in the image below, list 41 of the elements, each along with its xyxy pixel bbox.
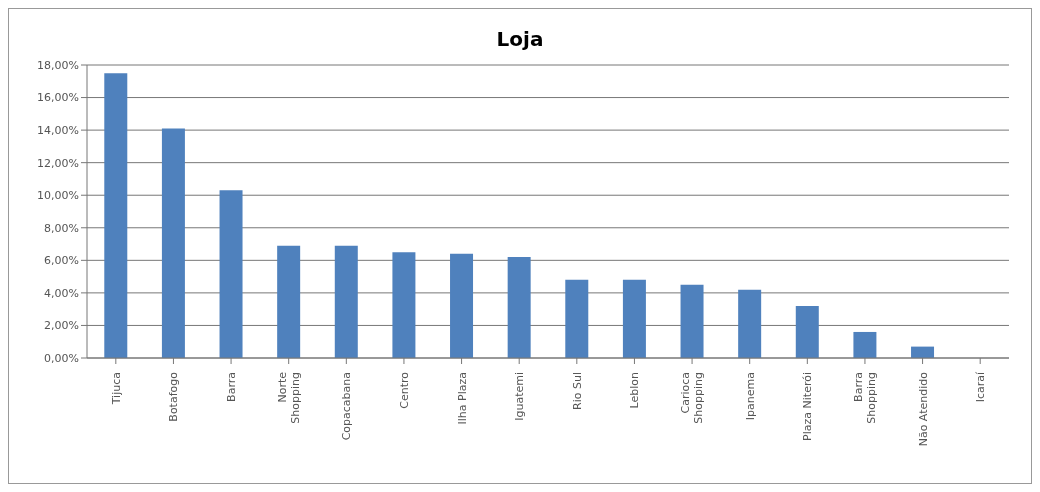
x-tick-label: Norte Shopping [275,371,302,424]
bar [507,257,531,358]
y-tick-label: 8,00% [44,221,79,235]
x-tick-label: Iguatemi [513,372,527,421]
bar [680,284,704,358]
x-tick-label: Rio Sul [570,372,584,410]
y-tick-label: 12,00% [37,156,79,170]
x-tick-label: Copacabana [340,372,354,441]
x-tick-label: Leblon [628,371,642,409]
y-tick-label: 10,00% [37,189,79,203]
x-tick-label: Não Atendido [916,371,930,447]
x-tick-label: Centro [397,371,411,409]
x-tick-label: Plaza Niterói [801,372,815,441]
y-tick-label: 14,00% [37,124,79,138]
bar [104,73,128,358]
y-tick-label: 4,00% [44,286,79,300]
bar [853,331,877,358]
bar [219,190,243,358]
y-tick-label: 16,00% [37,91,79,105]
bar [277,245,301,358]
x-tick-label: Ilha Plaza [455,372,469,425]
bar [334,245,358,358]
x-tick-label: Icaraí [974,371,988,403]
bar [161,128,185,358]
bar [450,253,474,358]
y-tick-label: 2,00% [44,319,79,333]
bar [622,279,646,358]
chart-title: Loja [495,27,545,53]
y-tick-label: 0,00% [44,351,79,365]
x-tick-label: Botafogo [167,371,181,422]
x-tick-label: Tijuca [109,372,123,406]
x-tick-label: Barra Shopping [851,372,878,424]
bar [795,305,819,358]
bar [392,252,416,358]
y-tick-label: 18,00% [37,58,79,72]
x-tick-label: Carioca Shopping [679,372,706,424]
x-tick-label: Ipanema [743,372,757,421]
y-tick-label: 6,00% [44,254,79,268]
bar [738,289,762,358]
x-tick-label: Barra [225,372,239,402]
bar [565,279,589,358]
